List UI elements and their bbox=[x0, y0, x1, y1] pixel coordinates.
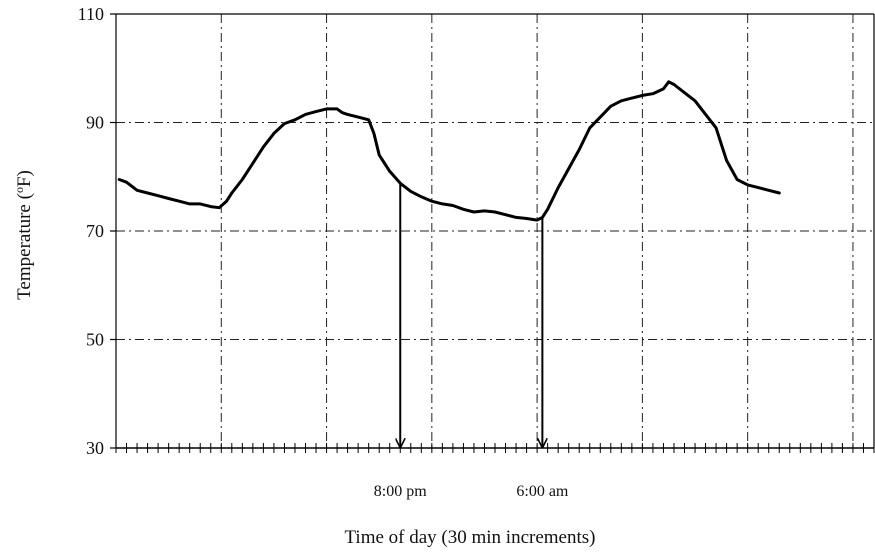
y-tick-label: 50 bbox=[86, 330, 104, 350]
plot-frame bbox=[115, 13, 875, 449]
x-axis-ticks bbox=[115, 443, 875, 453]
y-tick-label: 70 bbox=[86, 221, 104, 241]
annotation-label: 8:00 pm bbox=[374, 483, 427, 500]
y-axis-title-suffix: F) bbox=[14, 170, 35, 187]
y-axis-title: Temperature (oF) bbox=[12, 170, 35, 300]
annotation-label: 6:00 am bbox=[516, 483, 569, 500]
temperature-series-line bbox=[117, 80, 781, 222]
y-tick-label: 110 bbox=[78, 4, 104, 24]
annotations: 8:00 pm 6:00 am bbox=[374, 183, 569, 500]
y-axis-title-superscript: o bbox=[12, 187, 26, 193]
grid-lines bbox=[116, 14, 874, 448]
y-axis-tick-labels: 30 50 70 90 110 bbox=[78, 4, 116, 458]
x-axis-title: Time of day (30 min increments) bbox=[344, 527, 595, 548]
y-tick-label: 90 bbox=[86, 113, 104, 133]
series-layer bbox=[117, 80, 781, 222]
y-axis-title-prefix: Temperature ( bbox=[14, 193, 35, 300]
y-tick-label: 30 bbox=[86, 438, 104, 458]
